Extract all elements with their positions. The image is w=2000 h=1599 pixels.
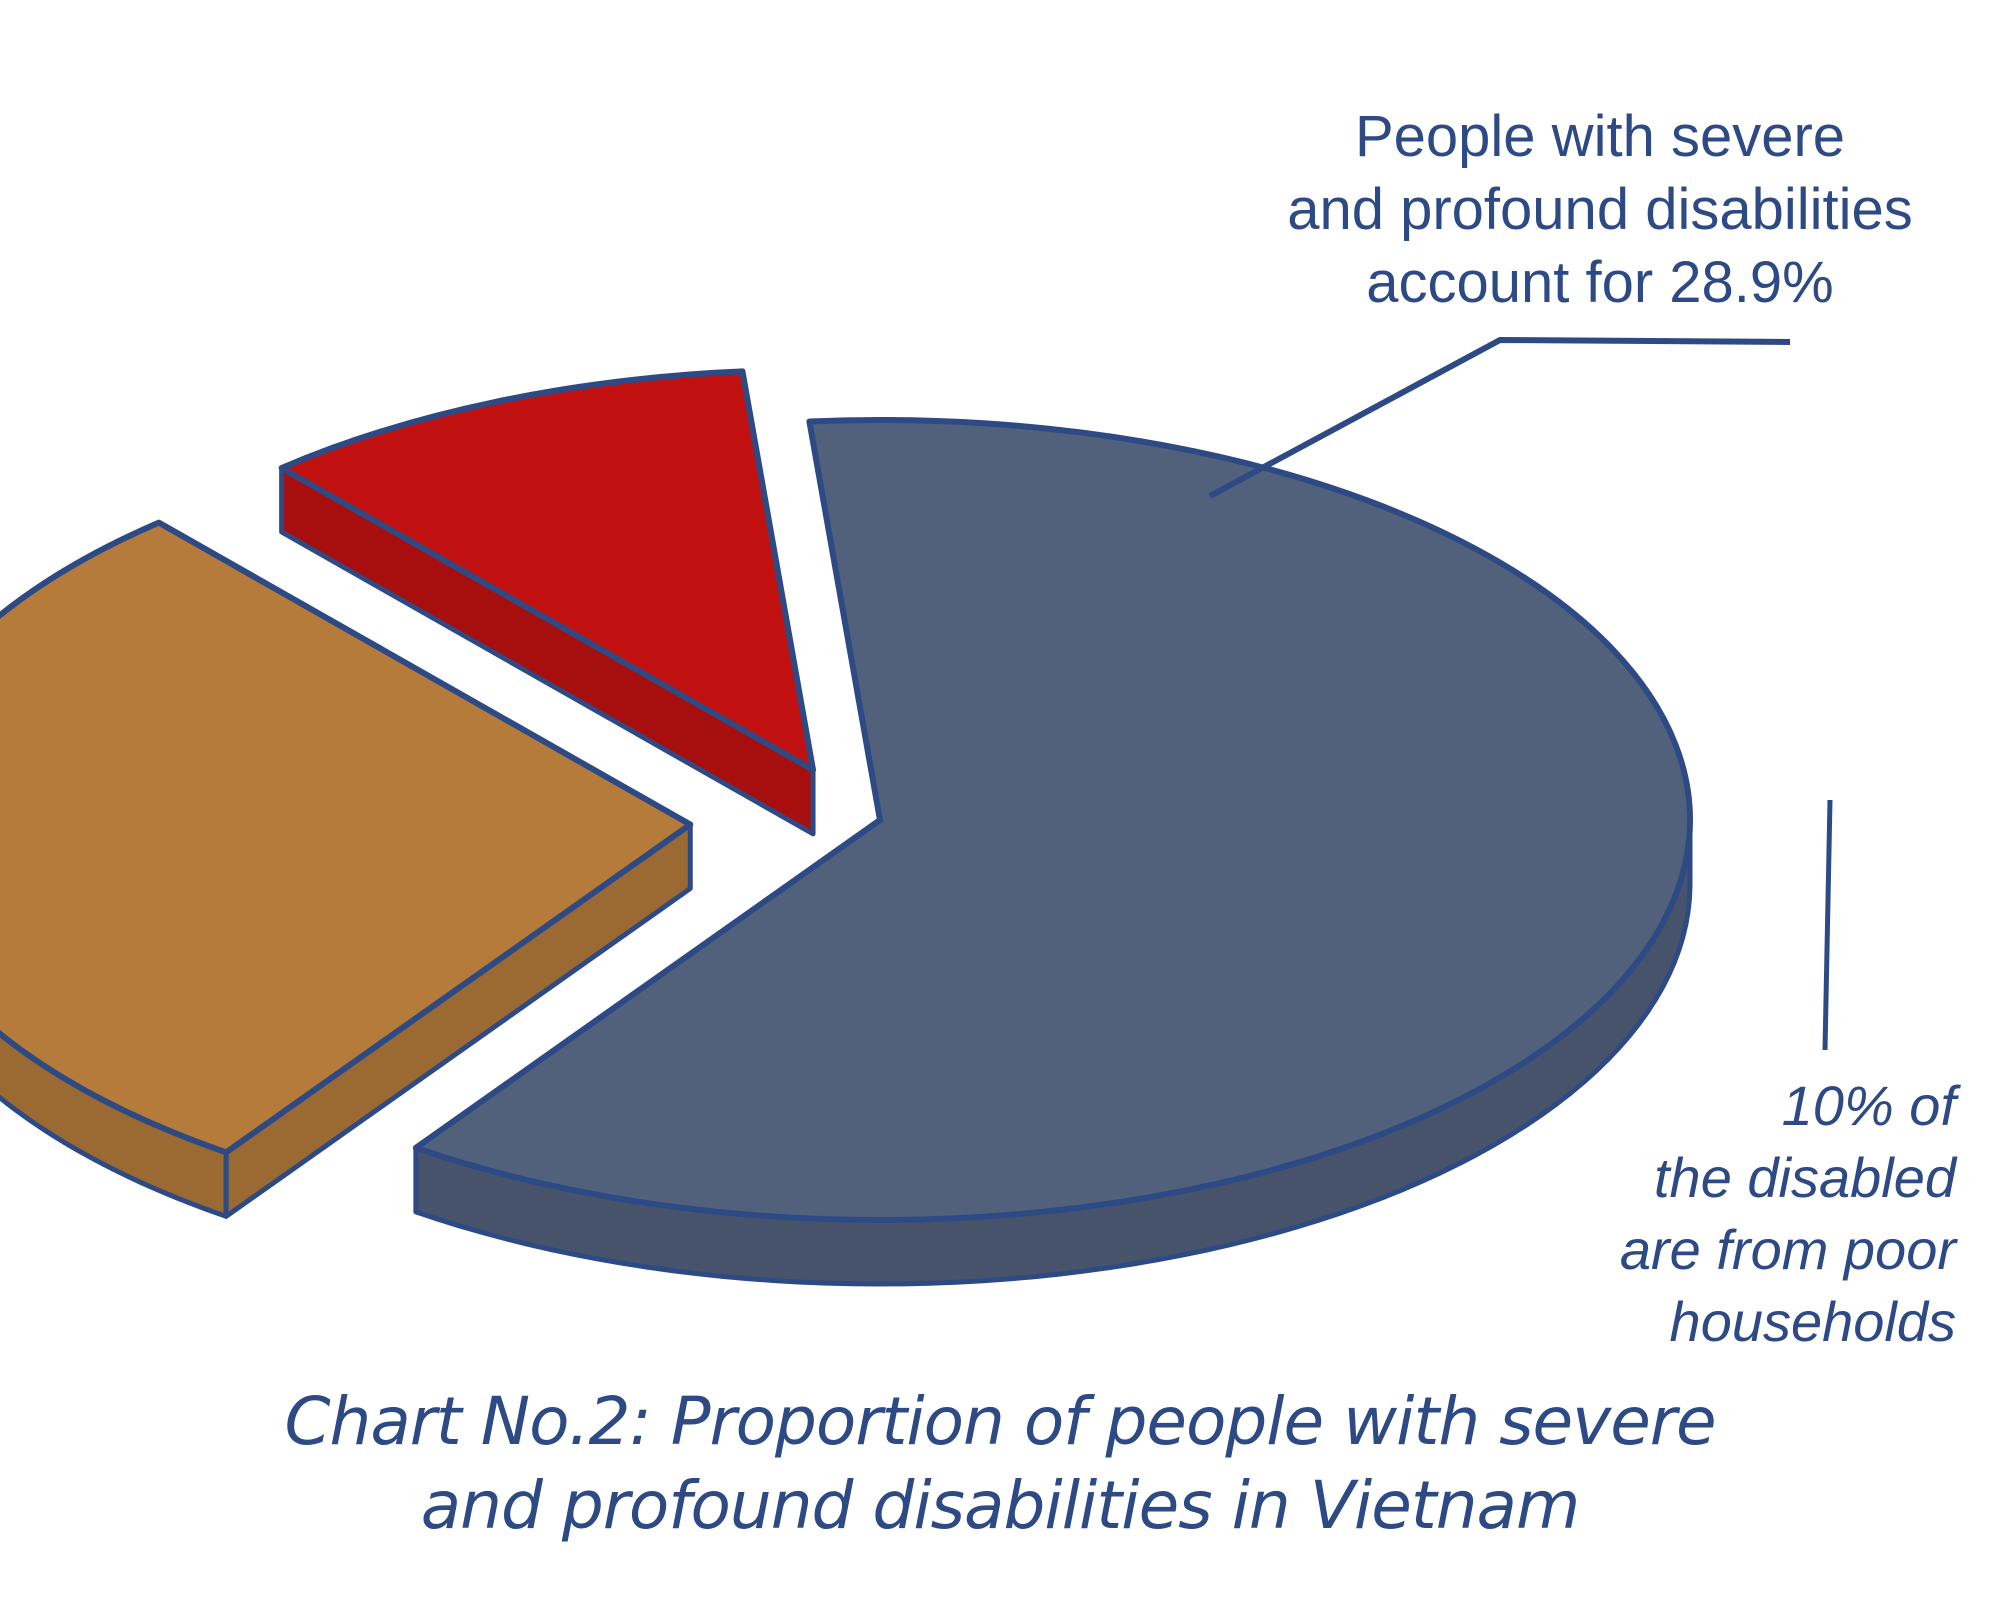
poor-households-callout: 10% of the disabled are from poor househ… (1536, 1070, 1956, 1358)
severe-disability-callout: People with severe and profound disabili… (1240, 100, 1960, 319)
chart-caption: Chart No.2: Proportion of people with se… (0, 1380, 2000, 1548)
caption-line-1: Chart No.2: Proportion of people with se… (284, 1383, 1716, 1460)
callout-line-1: People with severe (1354, 104, 1846, 169)
side-line-1: 10% of (1781, 1074, 1956, 1137)
slice-0 (412, 416, 1694, 1223)
side-line-4: households (1669, 1290, 1956, 1353)
caption-line-2: and profound disabilities in Vietnam (420, 1467, 1581, 1544)
side-line-2: the disabled (1653, 1146, 1956, 1209)
callout-line-3: account for 28.9% (1366, 250, 1834, 315)
callout-leader-top (1208, 336, 1791, 499)
callout-leader-side (1822, 799, 1833, 1051)
callout-line-2: and profound disabilities (1287, 177, 1913, 242)
slice-1 (0, 519, 694, 1156)
side-line-3: are from poor (1619, 1218, 1956, 1281)
slice-2 (278, 368, 817, 773)
